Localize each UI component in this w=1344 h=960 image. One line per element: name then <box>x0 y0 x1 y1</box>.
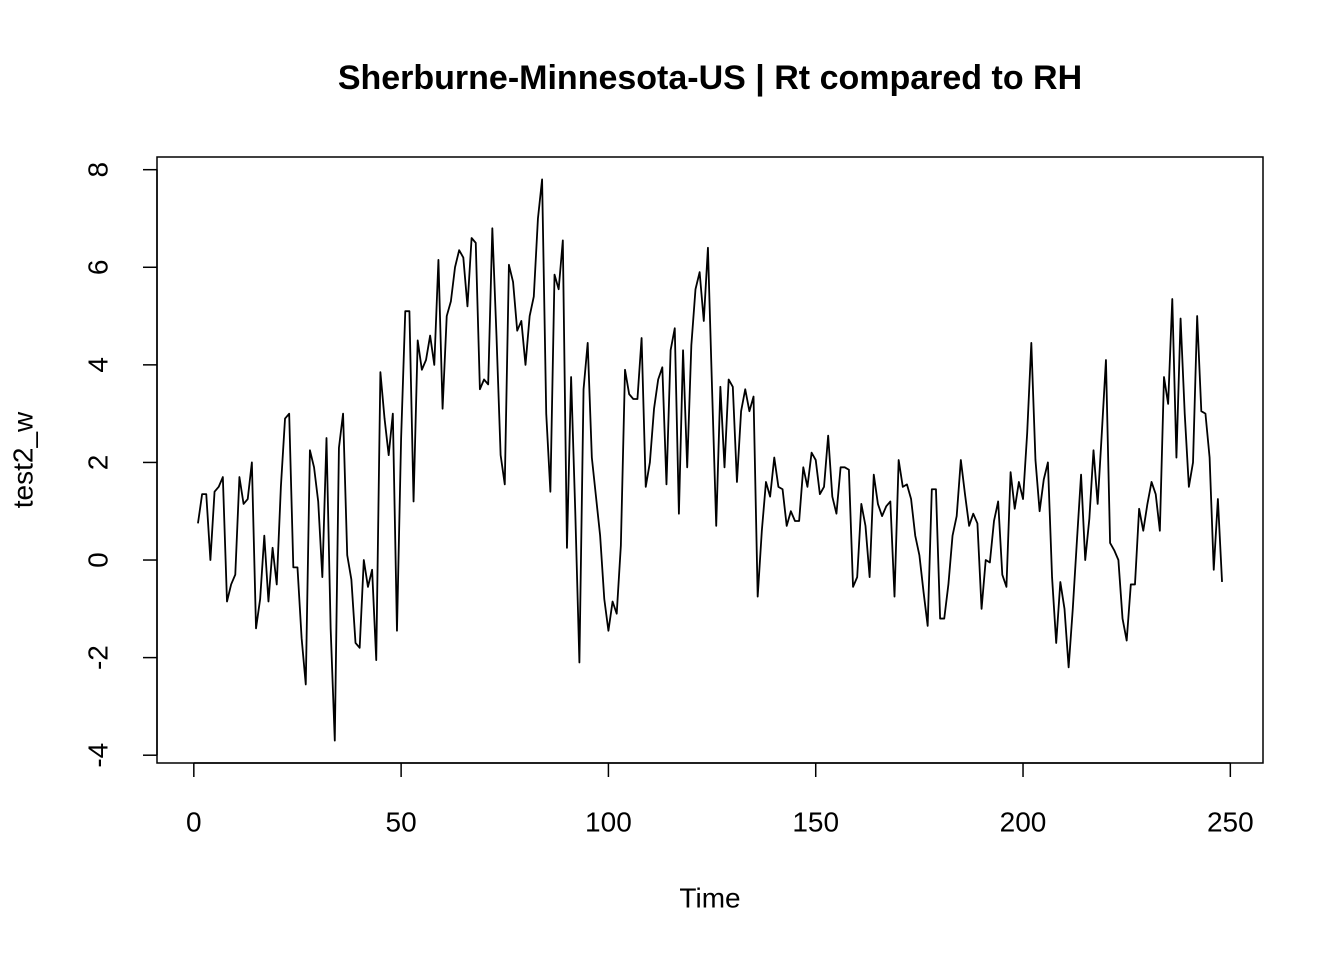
x-tick-label: 50 <box>386 806 417 837</box>
x-tick-label: 250 <box>1207 806 1254 837</box>
y-tick-label: 4 <box>82 357 113 373</box>
x-tick-label: 150 <box>792 806 839 837</box>
x-tick-label: 200 <box>1000 806 1047 837</box>
y-axis-title: test2_w <box>7 411 38 508</box>
y-tick-label: -2 <box>82 645 113 670</box>
data-line <box>197 178 1223 742</box>
y-tick-label: 6 <box>82 259 113 275</box>
plot-frame <box>156 156 1264 764</box>
y-tick-label: 2 <box>82 455 113 471</box>
y-tick-label: 0 <box>82 552 113 568</box>
y-tick-label: 8 <box>82 162 113 178</box>
x-tick-label: 100 <box>585 806 632 837</box>
x-tick-label: 0 <box>186 806 202 837</box>
chart-title: Sherburne-Minnesota-US | Rt compared to … <box>338 59 1082 97</box>
y-tick-label: -4 <box>82 743 113 768</box>
x-axis-title: Time <box>679 882 740 913</box>
